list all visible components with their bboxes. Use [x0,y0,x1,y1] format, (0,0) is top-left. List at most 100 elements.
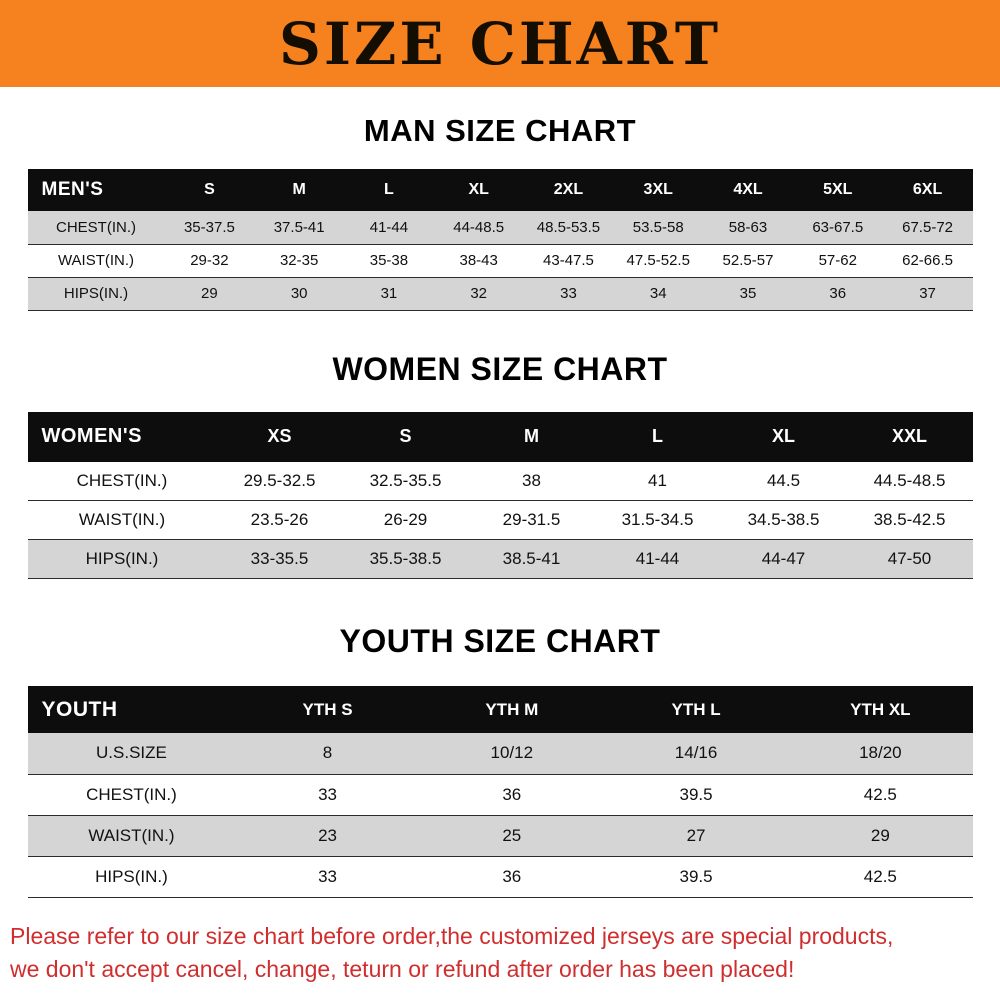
value-cell: 48.5-53.5 [536,218,601,236]
value-cell: 33 [560,285,577,302]
section-youth: YOUTH SIZE CHART YOUTH YTH S YTH M YTH L YTH… [0,623,1000,898]
value-cell: 29-31.5 [502,510,561,529]
youth-size-chart-heading: YOUTH SIZE CHART [339,623,661,659]
value-cell: 35-38 [369,252,409,269]
value-cell: 35.5-38.5 [369,549,442,568]
row-label-cell: HIPS(IN.) [95,866,168,886]
value-cell: 47.5-52.5 [626,252,690,269]
value-cell: 39.5 [679,784,713,804]
row-label-cell: CHEST(IN.) [56,218,136,236]
row-label-cell: WAIST(IN.) [88,825,175,845]
table-title-cell: WOMEN'S [27,411,217,462]
value-cell: 47-50 [887,549,932,568]
youth-size-table: YOUTH YTH S YTH M YTH L YTH XL U.S.SIZE 8 10/12… [27,686,973,898]
row-label-cell: WAIST(IN.) [57,252,135,269]
measurement-row: CHEST(IN.) 35-37.5 37.5-41 41-44 44-48.5 48.5… [27,211,973,244]
value-cell: 42.5 [863,866,897,886]
value-cell: 44-47 [761,549,806,568]
value-cell: 33-35.5 [250,549,309,568]
value-cell: 25 [502,825,522,845]
disclaimer-line-2: we don't accept cancel, change, teturn o… [10,955,795,982]
value-cell: 32-35 [279,252,319,269]
size-header-cell: YTH M [419,686,604,733]
size-header-cell: XS [216,411,343,462]
value-cell: 23 [318,825,337,845]
measurement-row: HIPS(IN.) 33-35.5 35.5-38.5 38.5-41 41-44 44-… [27,539,973,579]
value-cell: 37.5-41 [273,218,325,236]
row-label-cell: CHEST(IN.) [76,470,168,490]
size-header-cell: 6XL [882,169,973,211]
value-cell: 39.5 [679,866,713,886]
value-cell: 23.5-26 [250,510,309,529]
value-cell: 18/20 [859,743,902,763]
size-header-cell: S [342,411,469,462]
value-cell: 29.5-32.5 [243,470,316,490]
measurement-row: HIPS(IN.) 33 36 39.5 42.5 [27,856,973,897]
value-cell: 26-29 [383,510,428,529]
size-header-cell: M [468,411,595,462]
measurement-row: WAIST(IN.) 23 25 27 29 [27,815,973,856]
header-row: MEN'S S M L XL 2XL 3XL 4XL 5XL 6XL [27,169,973,211]
disclaimer-line-1: Please refer to our size chart before or… [10,922,894,949]
size-header-cell: XL [720,411,847,462]
size-header-cell: M [254,169,345,211]
row-label-cell: WAIST(IN.) [78,510,166,529]
header-row: YOUTH YTH S YTH M YTH L YTH XL [27,686,973,733]
size-header-cell: 5XL [792,169,883,211]
size-header-cell: YTH XL [788,686,973,733]
size-header-cell: 4XL [703,169,793,211]
value-cell: 44.5-48.5 [873,470,946,490]
measurement-row: CHEST(IN.) 33 36 39.5 42.5 [27,774,973,815]
value-cell: 30 [290,285,308,302]
size-header-cell: YTH L [603,686,789,733]
disclaimer: Please refer to our size chart before or… [0,920,1000,987]
section-women: WOMEN SIZE CHART WOMEN'S XS S M L XL XXL CHEST(… [0,351,1000,580]
value-cell: 33 [318,866,337,886]
value-cell: 67.5-72 [902,218,953,236]
value-cell: 37 [919,285,936,302]
row-label-cell: HIPS(IN.) [63,285,129,302]
women-size-chart-heading: WOMEN SIZE CHART [332,350,668,387]
value-cell: 36 [502,866,522,886]
measurement-row: HIPS(IN.) 29 30 31 32 33 34 35 36 37 [27,277,973,310]
women-size-table: WOMEN'S XS S M L XL XXL CHEST(IN.) 29.5-32.5 32.5… [27,411,973,580]
value-cell: 35 [739,285,757,302]
value-cell: 29 [870,825,890,845]
value-cell: 32.5-35.5 [369,470,442,490]
value-cell: 10/12 [490,743,534,763]
value-cell: 38.5-42.5 [873,510,946,529]
value-cell: 36 [829,285,847,302]
value-cell: 38.5-41 [502,549,561,568]
banner-title: SIZE CHART [278,9,722,78]
size-header-cell: S [164,169,255,211]
value-cell: 52.5-57 [722,252,774,269]
value-cell: 33 [318,784,337,804]
value-cell: 29 [201,285,218,302]
value-cell: 35-37.5 [183,218,235,236]
size-header-cell: L [594,411,721,462]
value-cell: 14/16 [674,743,718,763]
value-cell: 58-63 [728,218,768,236]
row-label-cell: U.S.SIZE [96,743,167,763]
section-man: MAN SIZE CHART MEN'S S M L XL 2XL 3XL 4XL 5XL 6XL… [0,113,1000,311]
value-cell: 27 [686,825,706,845]
table-title-cell: MEN'S [27,169,165,211]
value-cell: 34.5-38.5 [747,510,820,529]
value-cell: 42.5 [863,784,897,804]
size-header-cell: 2XL [523,169,614,211]
size-header-cell: 3XL [613,169,704,211]
value-cell: 8 [322,743,333,763]
value-cell: 57-62 [818,252,857,269]
size-header-cell: XL [433,169,524,211]
measurement-row: U.S.SIZE 8 10/12 14/16 18/20 [27,733,973,774]
value-cell: 38-43 [459,252,498,269]
size-header-cell: L [344,169,434,211]
value-cell: 41-44 [635,549,680,568]
value-cell: 62-66.5 [902,252,953,269]
table-title-cell: YOUTH [27,686,236,733]
value-cell: 29-32 [190,252,229,269]
measurement-row: WAIST(IN.) 23.5-26 26-29 29-31.5 31.5-34.5 34… [27,500,973,540]
measurement-row: WAIST(IN.) 29-32 32-35 35-38 38-43 43-47.5 47.… [27,244,973,277]
row-label-cell: CHEST(IN.) [86,784,177,804]
